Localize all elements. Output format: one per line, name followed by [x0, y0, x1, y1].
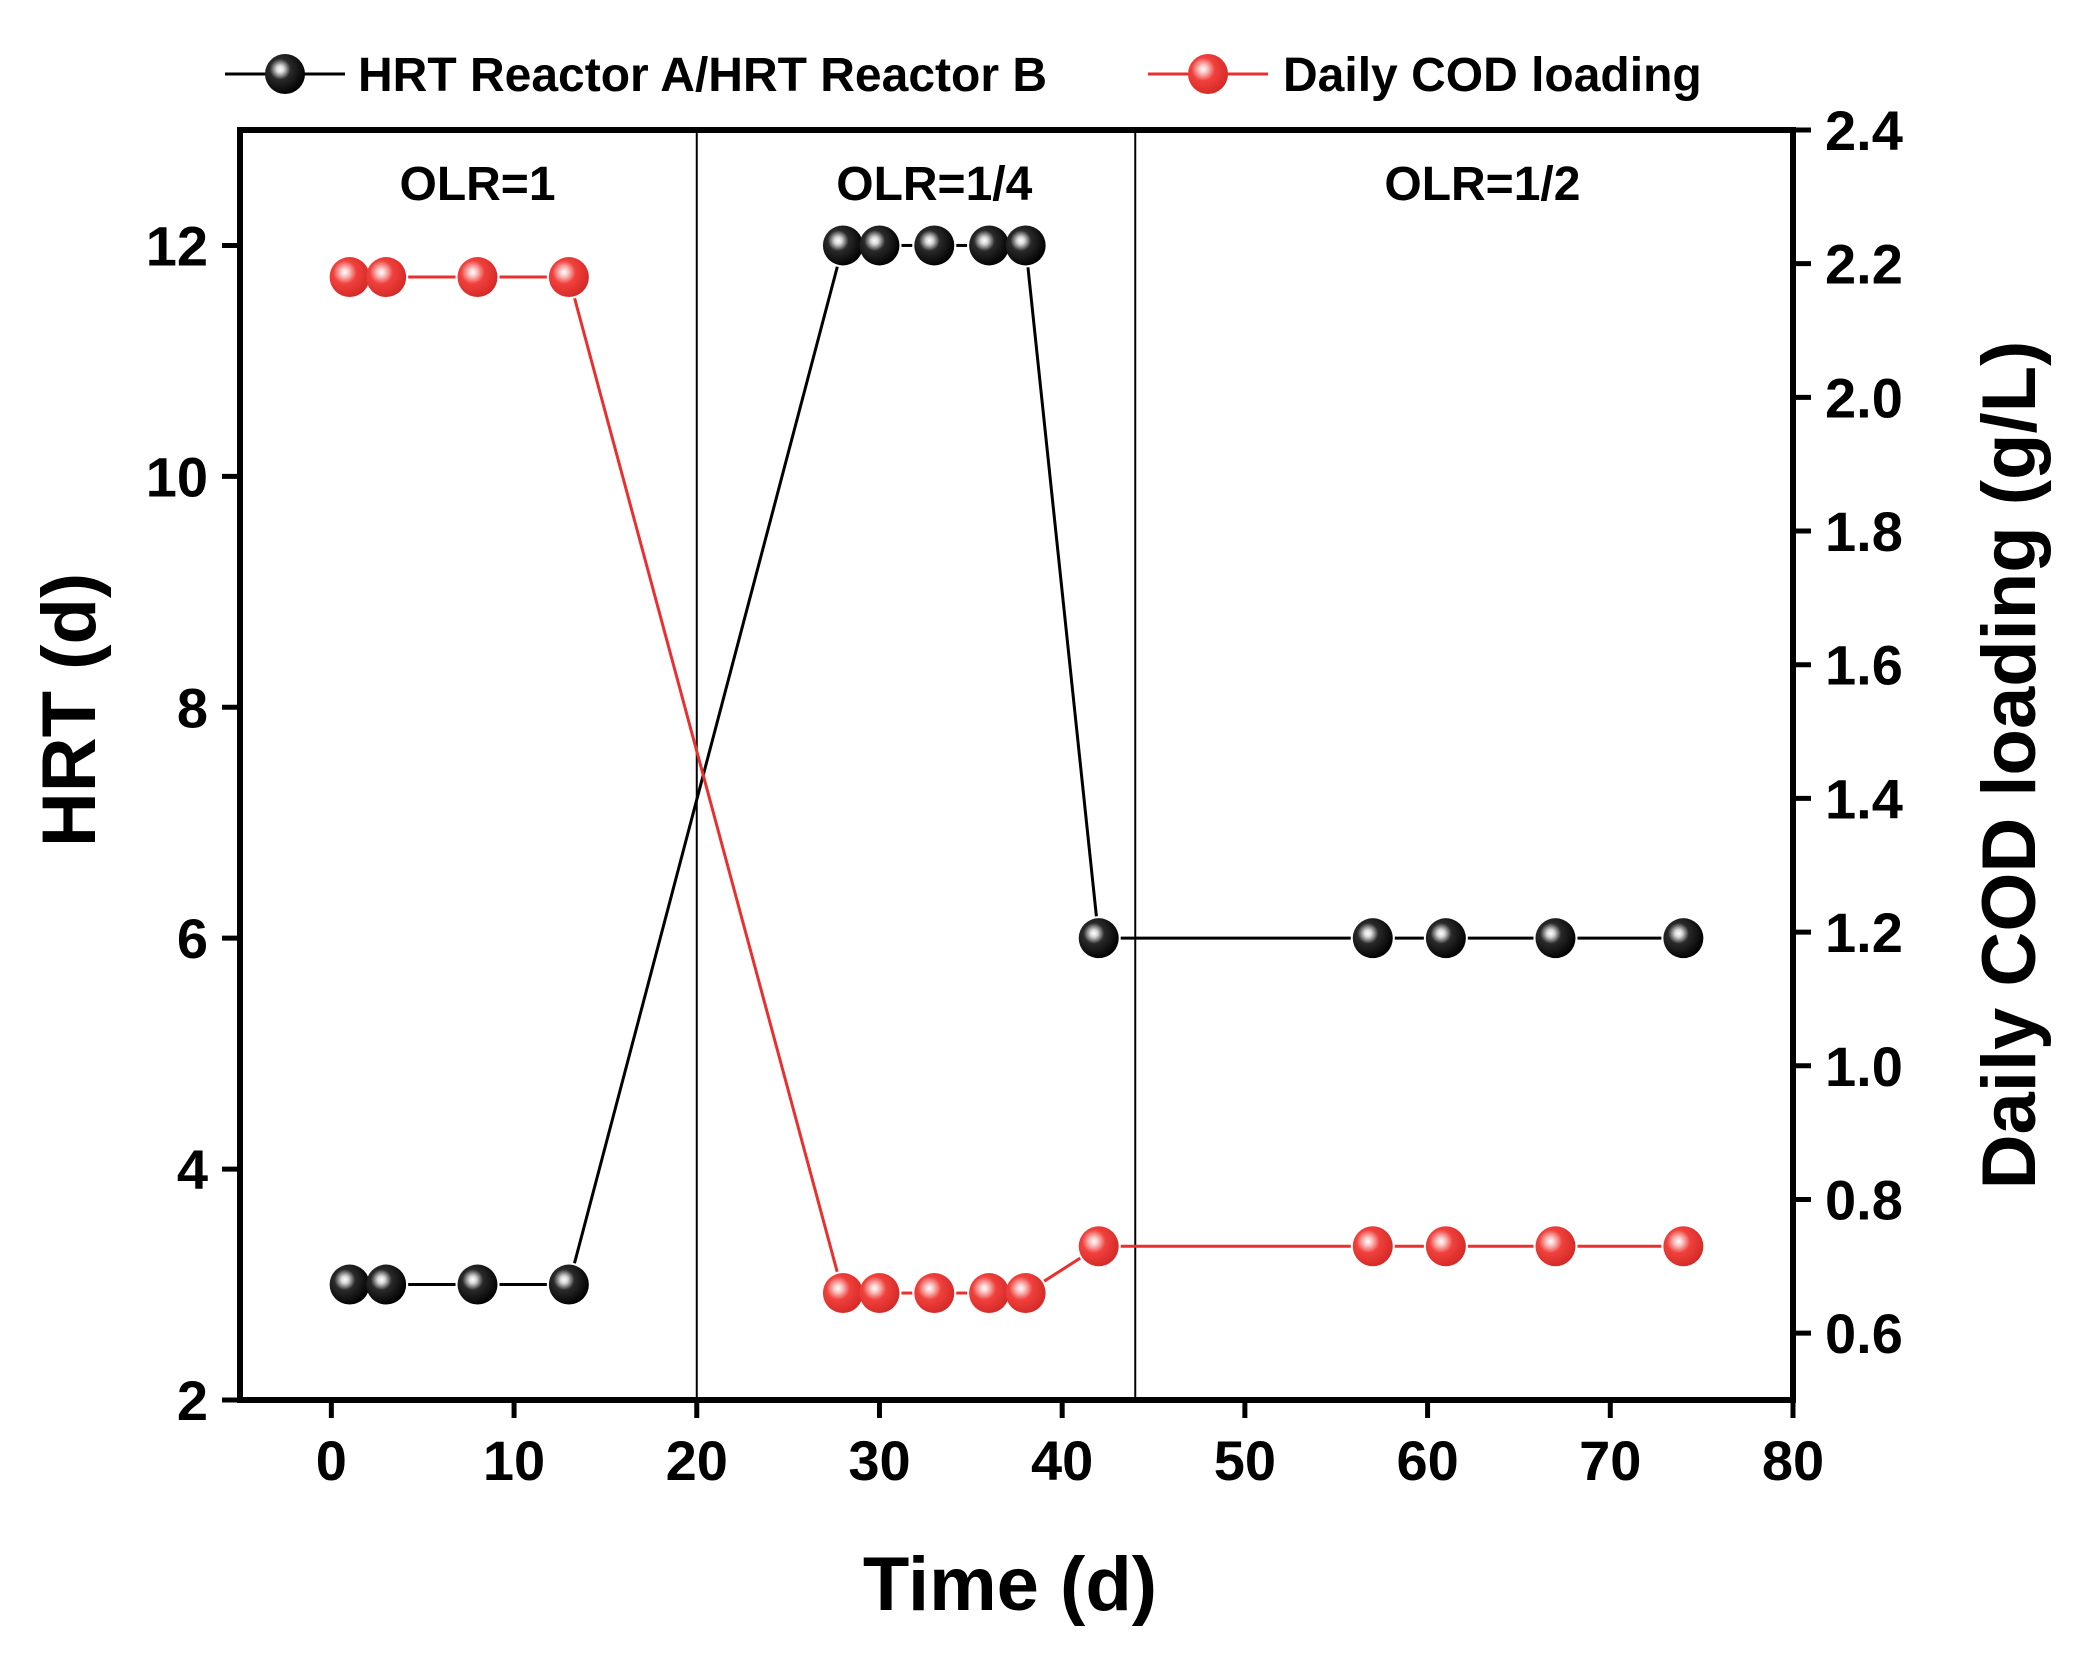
legend-cod-marker: [1188, 54, 1228, 94]
cod-line-segment-8: [1043, 1256, 1081, 1283]
x-axis-title: Time (d): [863, 1542, 1157, 1627]
y-tick-label-5: 12: [146, 214, 208, 277]
hrt-point-10: [1352, 918, 1393, 959]
x-tick-label-8: 80: [1762, 1429, 1824, 1492]
hrt-line-segment-3: [573, 266, 839, 1264]
y2-tick-label-0: 0.6: [1825, 1302, 1903, 1365]
legend-hrt-marker: [265, 54, 305, 94]
y-tick-label-3: 8: [177, 676, 208, 739]
hrt-point-11: [1425, 918, 1466, 959]
olr-dividers: [695, 130, 1137, 1400]
olr-region-labels: OLR=1 OLR=1/4 OLR=1/2: [399, 158, 1580, 211]
y-axis-right-title: Daily COD loading (g/L): [1967, 341, 2052, 1190]
x-tick-label-0: 0: [316, 1429, 347, 1492]
x-tick-label-4: 40: [1031, 1429, 1093, 1492]
cod-line-segment-3: [573, 297, 839, 1273]
hrt-point-7: [969, 225, 1010, 266]
cod-point-9: [1078, 1226, 1119, 1267]
cod-point-4: [822, 1273, 863, 1314]
hrt-point-12: [1535, 918, 1576, 959]
y2-tick-label-2: 1.0: [1825, 1035, 1903, 1098]
x-axis-ticks: 0 10 20 30 40 50 60 70 80: [316, 1400, 1824, 1492]
hrt-point-9: [1078, 918, 1119, 959]
hrt-point-5: [859, 225, 900, 266]
plot-frame: [237, 127, 1796, 1403]
x-tick-label-3: 30: [848, 1429, 910, 1492]
legend-cod-label: Daily COD loading: [1283, 49, 1702, 102]
hrt-point-13: [1663, 918, 1704, 959]
x-tick-label-6: 60: [1396, 1429, 1458, 1492]
hrt-point-4: [822, 225, 863, 266]
y-axis-left-ticks: 2 4 6 8 10 12: [146, 214, 240, 1432]
y-tick-label-1: 4: [177, 1138, 208, 1201]
y2-tick-label-7: 2.0: [1825, 366, 1903, 429]
hrt-point-3: [548, 1264, 589, 1305]
x-tick-label-2: 20: [666, 1429, 728, 1492]
hrt-line-segment-8: [1026, 267, 1098, 917]
cod-point-13: [1663, 1226, 1704, 1267]
olr-region-label-0: OLR=1: [399, 158, 555, 211]
series-markers: [329, 225, 1704, 1314]
x-tick-label-7: 70: [1579, 1429, 1641, 1492]
y2-tick-label-4: 1.4: [1825, 767, 1903, 830]
x-tick-label-5: 50: [1214, 1429, 1276, 1492]
y2-tick-label-1: 0.8: [1825, 1168, 1903, 1231]
y2-tick-label-8: 2.2: [1825, 233, 1903, 296]
y-axis-left-title: HRT (d): [27, 573, 112, 847]
y-tick-label-0: 2: [177, 1369, 208, 1432]
x-tick-label-1: 10: [483, 1429, 545, 1492]
cod-point-3: [548, 257, 589, 298]
y2-tick-label-6: 1.8: [1825, 500, 1903, 563]
cod-point-11: [1425, 1226, 1466, 1267]
cod-point-10: [1352, 1226, 1393, 1267]
y2-tick-label-3: 1.2: [1825, 901, 1903, 964]
hrt-point-6: [914, 225, 955, 266]
cod-point-1: [366, 257, 407, 298]
olr-region-label-2: OLR=1/2: [1384, 158, 1580, 211]
series-lines: [408, 243, 1662, 1295]
hrt-point-8: [1005, 225, 1046, 266]
cod-point-6: [914, 1273, 955, 1314]
y2-tick-label-9: 2.4: [1825, 99, 1903, 162]
y2-tick-label-5: 1.6: [1825, 634, 1903, 697]
cod-point-2: [457, 257, 498, 298]
cod-point-12: [1535, 1226, 1576, 1267]
y-tick-label-4: 10: [146, 445, 208, 508]
hrt-point-2: [457, 1264, 498, 1305]
olr-region-label-1: OLR=1/4: [836, 158, 1032, 211]
cod-point-8: [1005, 1273, 1046, 1314]
cod-point-5: [859, 1273, 900, 1314]
cod-point-0: [329, 257, 370, 298]
hrt-point-1: [366, 1264, 407, 1305]
legend-hrt-label: HRT Reactor A/HRT Reactor B: [358, 49, 1047, 102]
hrt-point-0: [329, 1264, 370, 1305]
legend: HRT Reactor A/HRT Reactor B Daily COD lo…: [225, 49, 1702, 102]
cod-point-7: [969, 1273, 1010, 1314]
y-axis-right-ticks: 0.6 0.8 1.0 1.2 1.4 1.6 1.8 2.0 2.2 2.4: [1793, 99, 1903, 1365]
y-tick-label-2: 6: [177, 907, 208, 970]
